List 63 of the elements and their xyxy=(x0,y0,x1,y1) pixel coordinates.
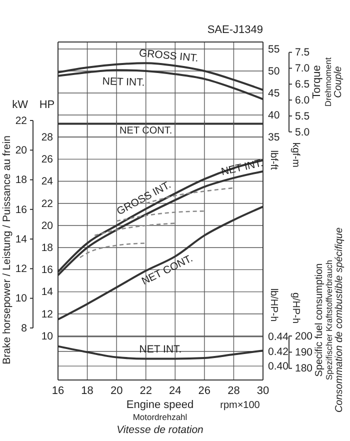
y-tick-label: 24 xyxy=(41,176,54,188)
y-tick-label: 20 xyxy=(41,220,54,232)
y-tick-label: 0.44 xyxy=(268,331,289,344)
y-tick-label: 12 xyxy=(41,308,54,320)
y-tick-label: 55 xyxy=(268,43,280,56)
y-tick-label: 16 xyxy=(41,264,54,276)
x-tick-label: 18 xyxy=(81,384,94,397)
y2-tick-label: 8 xyxy=(21,322,28,334)
text: Brake horsepower / Leistung / Puissance au frein xyxy=(1,135,13,364)
y2-tick-label: 12 xyxy=(15,263,28,276)
y-tick-label: 28 xyxy=(41,131,54,144)
y-axis-title: lbf-ft xyxy=(268,150,279,170)
y-tick-label: 35 xyxy=(268,131,280,144)
y2-tick-label: 5.0 xyxy=(295,126,310,138)
x-tick-label: 24 xyxy=(169,384,182,397)
x-tick-label: 30 xyxy=(256,384,270,397)
y-tick-label: 50 xyxy=(268,65,280,78)
text: Torque xyxy=(311,65,323,99)
y-tick-label: 18 xyxy=(41,242,54,254)
text: Consommation de combustible spécifique xyxy=(334,227,345,413)
y2-tick-label: 10 xyxy=(15,292,28,305)
y2-tick-label: 16 xyxy=(15,204,28,216)
y-tick-label: 40 xyxy=(268,109,280,122)
y2-axis-title: g/HP-h xyxy=(290,292,301,324)
y2-tick-label: 5.5 xyxy=(295,110,310,122)
text: Motordrehzahl xyxy=(132,412,188,422)
y2-tick-label: 6.5 xyxy=(295,78,310,91)
text: rpm×100 xyxy=(220,400,260,411)
y-tick-label: 26 xyxy=(41,154,54,166)
x-axis-title: Engine speed xyxy=(126,399,194,411)
text: Couple xyxy=(333,66,344,98)
x-tick-label: 26 xyxy=(198,384,211,397)
y2-tick-label: 6.0 xyxy=(295,94,310,106)
y2-tick-label: 180 xyxy=(295,362,313,375)
y-tick-label: 10 xyxy=(41,330,54,342)
text: NET INT. xyxy=(220,157,264,178)
y2-tick-label: 200 xyxy=(295,330,313,342)
text: Specific fuel consumption xyxy=(314,263,325,377)
text: Spezifischer Kraftstoffverbrauch xyxy=(324,260,334,380)
y-tick-label: 22 xyxy=(41,198,54,210)
y2-tick-label: 7.5 xyxy=(295,46,310,59)
y-tick-label: 0.42 xyxy=(268,346,289,358)
y2-tick-label: 22 xyxy=(15,114,28,127)
y2-tick-label: 20 xyxy=(15,144,28,156)
y2-axis-title: kW xyxy=(12,99,29,111)
x-tick-label: 22 xyxy=(140,384,152,397)
y-axis-title: HP xyxy=(39,99,55,111)
chart-title: SAE-J1349 xyxy=(207,24,263,36)
y-axis-title: lb/HP-h xyxy=(268,288,279,322)
y2-axis-title: kgf-m xyxy=(290,142,301,168)
x-tick-label: 28 xyxy=(228,384,240,397)
y2-tick-label: 190 xyxy=(295,346,313,359)
y2-tick-label: 18 xyxy=(15,174,28,186)
y2-tick-label: 7.0 xyxy=(295,62,310,75)
y-tick-label: 14 xyxy=(41,286,54,298)
text: Vitesse de rotation xyxy=(116,424,204,436)
y-tick-label: 45 xyxy=(268,87,280,100)
y2-tick-label: 14 xyxy=(15,233,28,246)
x-tick-label: 16 xyxy=(52,384,64,397)
x-tick-label: 20 xyxy=(110,384,123,397)
text: Drehmoment xyxy=(323,56,333,107)
text: GROSS INT. xyxy=(138,47,199,65)
y-tick-label: 0.40 xyxy=(268,360,289,372)
